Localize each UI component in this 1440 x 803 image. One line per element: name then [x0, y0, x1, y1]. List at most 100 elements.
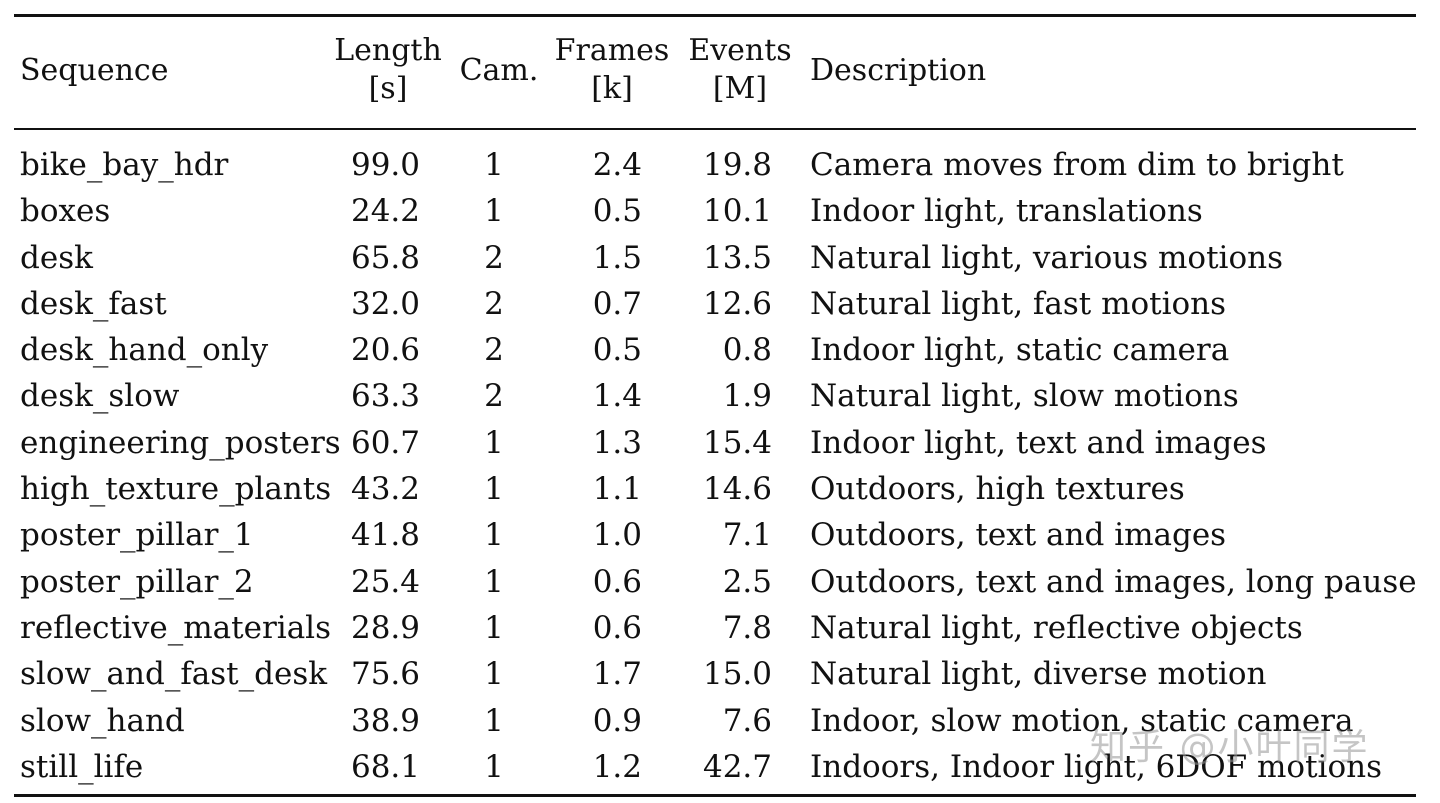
- cell-length: 24.2: [350, 193, 420, 230]
- cell-cam: 1: [484, 517, 504, 554]
- table-row: poster_pillar_2 25.4 1 0.6 2.5 Outdoors, text…: [14, 559, 1417, 605]
- cell-description: Natural light, various motions: [810, 239, 1283, 276]
- table-row: engineering_posters 60.7 1 1.3 15.4 Indoor li…: [14, 420, 1416, 466]
- cell-frames: 0.6: [592, 563, 642, 600]
- cell-frames: 1.3: [592, 424, 642, 461]
- cell-frames: 1.7: [592, 656, 642, 693]
- cell-cam: 2: [484, 285, 504, 322]
- cell-cam: 1: [484, 609, 504, 646]
- cell-frames: 1.4: [592, 378, 642, 415]
- table-row: slow_and_fast_desk 75.6 1 1.7 15.0 Natural li…: [14, 651, 1416, 697]
- table-row: poster_pillar_1 41.8 1 1.0 7.1 Outdoors, text…: [14, 512, 1416, 558]
- watermark: 知乎 @小叶同学: [1090, 727, 1370, 768]
- cell-events: 15.0: [702, 656, 772, 693]
- cell-length: 65.8: [350, 239, 420, 276]
- cell-cam: 2: [484, 332, 504, 369]
- cell-length: 43.2: [350, 471, 420, 508]
- cell-description: Indoor light, translations: [810, 193, 1203, 230]
- cell-sequence: slow_and_fast_desk: [20, 656, 328, 693]
- header-events-label: Events: [688, 33, 792, 68]
- cell-sequence: boxes: [20, 193, 111, 230]
- cell-length: 28.9: [350, 609, 420, 646]
- cell-cam: 1: [484, 563, 504, 600]
- cell-sequence: desk_slow: [20, 378, 180, 415]
- cell-length: 20.6: [350, 332, 420, 369]
- cell-description: Indoor light, static camera: [810, 332, 1230, 369]
- cell-frames: 0.5: [592, 193, 642, 230]
- table-row: high_texture_plants 43.2 1 1.1 14.6 Outdoors,…: [14, 466, 1416, 512]
- cell-events: 7.6: [722, 702, 772, 739]
- table-top-rule: [14, 14, 1416, 17]
- cell-events: 10.1: [702, 193, 772, 230]
- cell-description: Indoor light, text and images: [810, 424, 1267, 461]
- cell-description: Camera moves from dim to bright: [810, 147, 1344, 183]
- header-events: Events [M]: [684, 32, 796, 108]
- cell-sequence: high_texture_plants: [20, 471, 332, 508]
- cell-frames: 0.5: [592, 332, 642, 369]
- header-frames-label: Frames: [554, 33, 670, 68]
- cell-events: 19.8: [702, 147, 772, 183]
- cell-description: Natural light, reflective objects: [810, 609, 1303, 646]
- cell-sequence: poster_pillar_2: [20, 563, 254, 600]
- header-cam: Cam.: [459, 53, 539, 88]
- cell-events: 12.6: [702, 285, 772, 322]
- cell-length: 32.0: [350, 285, 420, 322]
- cell-cam: 1: [484, 424, 504, 461]
- cell-length: 68.1: [350, 748, 420, 785]
- header-length-label: Length: [334, 33, 442, 68]
- cell-events: 42.7: [702, 748, 772, 785]
- cell-events: 7.8: [722, 609, 772, 646]
- cell-frames: 2.4: [592, 147, 642, 183]
- table-row: boxes 24.2 1 0.5 10.1 Indoor light, translati…: [14, 188, 1416, 234]
- table-bottom-rule: [14, 794, 1416, 797]
- cell-cam: 1: [484, 656, 504, 693]
- header-frames-unit: [k]: [591, 71, 633, 106]
- cell-frames: 0.9: [592, 702, 642, 739]
- cell-description: Indoor, slow motion, static camera: [810, 702, 1354, 739]
- cell-events: 15.4: [702, 424, 772, 461]
- cell-frames: 0.7: [592, 285, 642, 322]
- cell-description: Outdoors, text and images, long pause: [810, 563, 1417, 600]
- cell-length: 60.7: [350, 424, 420, 461]
- cell-description: Outdoors, high textures: [810, 471, 1185, 508]
- cell-sequence: poster_pillar_1: [20, 517, 254, 554]
- cell-cam: 1: [484, 471, 504, 508]
- cell-frames: 1.0: [592, 517, 642, 554]
- cell-sequence: bike_bay_hdr: [20, 147, 229, 183]
- cell-description: Natural light, diverse motion: [810, 656, 1267, 693]
- table-header-rule: [14, 128, 1416, 130]
- table-row: slow_hand 38.9 1 0.9 7.6 Indoor, slow motion,…: [14, 698, 1416, 744]
- cell-frames: 1.2: [592, 748, 642, 785]
- cell-frames: 1.5: [592, 239, 642, 276]
- table-row: desk 65.8 2 1.5 13.5 Natural light, various m…: [14, 235, 1416, 281]
- cell-events: 7.1: [722, 517, 772, 554]
- cell-length: 63.3: [350, 378, 420, 415]
- cell-sequence: still_life: [20, 748, 144, 785]
- cell-frames: 0.6: [592, 609, 642, 646]
- header-description: Description: [810, 53, 987, 88]
- table-row: desk_fast 32.0 2 0.7 12.6 Natural light, fast…: [14, 281, 1416, 327]
- header-length-unit: [s]: [368, 71, 408, 106]
- table-row: reflective_materials 28.9 1 0.6 7.8 Natural l…: [14, 605, 1416, 651]
- cell-events: 0.8: [722, 332, 772, 369]
- cell-length: 38.9: [350, 702, 420, 739]
- cell-description: Indoors, Indoor light, 6DOF motions: [810, 748, 1383, 785]
- table-row: still_life 68.1 1 1.2 42.7 Indoors, Indoor li…: [14, 744, 1416, 790]
- cell-events: 13.5: [702, 239, 772, 276]
- cell-cam: 1: [484, 748, 504, 785]
- table-body: bike_bay_hdr 99.0 1 2.4 19.8 Camera moves fro…: [14, 142, 1417, 790]
- header-frames: Frames [k]: [552, 32, 672, 108]
- header-length: Length [s]: [326, 32, 450, 108]
- header-sequence: Sequence: [20, 53, 169, 88]
- cell-events: 1.9: [722, 378, 772, 415]
- cell-length: 75.6: [350, 656, 420, 693]
- cell-description: Outdoors, text and images: [810, 517, 1227, 554]
- table-row: desk_hand_only 20.6 2 0.5 0.8 Indoor light, s…: [14, 327, 1416, 373]
- cell-length: 25.4: [350, 563, 420, 600]
- table-row: bike_bay_hdr 99.0 1 2.4 19.8 Camera moves fro…: [14, 142, 1416, 188]
- cell-cam: 2: [484, 239, 504, 276]
- cell-sequence: desk: [20, 239, 93, 276]
- cell-cam: 2: [484, 378, 504, 415]
- cell-length: 41.8: [350, 517, 420, 554]
- header-events-unit: [M]: [712, 71, 768, 106]
